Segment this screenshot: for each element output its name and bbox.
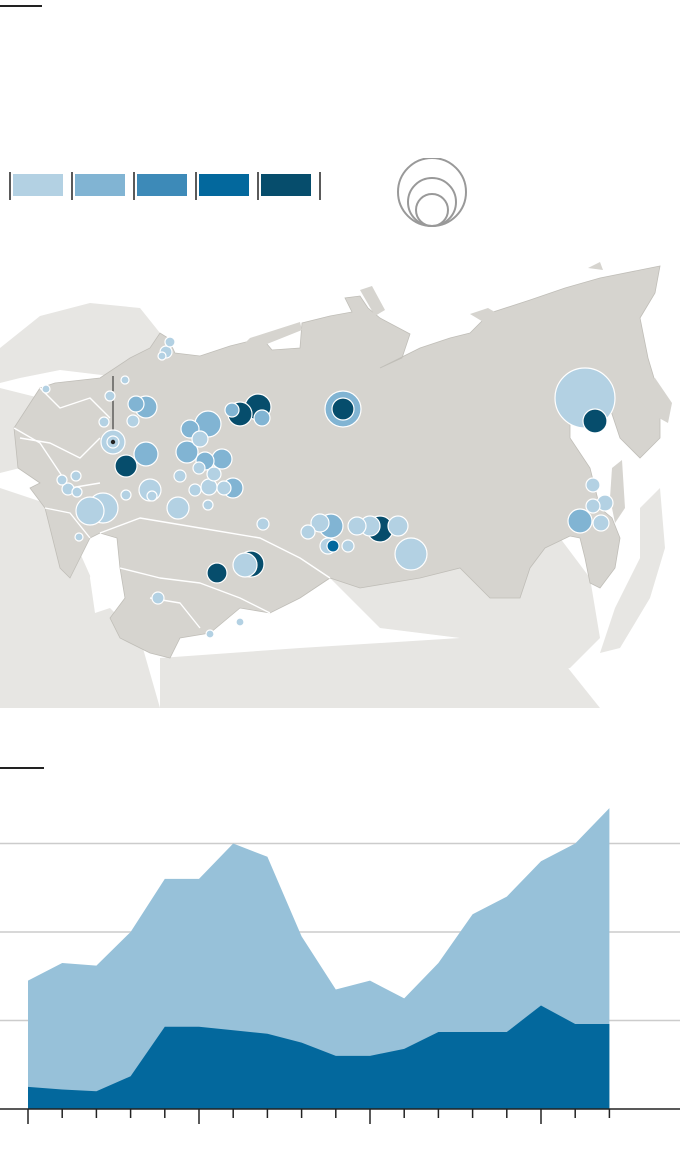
area-chart xyxy=(0,808,680,1124)
city-bubble xyxy=(232,552,258,578)
city-bubble xyxy=(585,498,601,514)
city-bubble xyxy=(387,515,409,537)
caucasus-border xyxy=(44,507,91,539)
chart-title-rule xyxy=(0,767,44,769)
size-ring-2 xyxy=(407,177,457,227)
city-bubble xyxy=(206,562,228,584)
callout-dot xyxy=(110,439,116,445)
city-bubble xyxy=(71,486,83,498)
city-bubble xyxy=(567,508,593,534)
city-bubble xyxy=(206,466,222,482)
caspian-sea xyxy=(90,530,120,613)
city-bubble xyxy=(175,440,199,464)
x-axis-ticks xyxy=(27,1109,611,1124)
scale-swatch-3 xyxy=(137,174,187,196)
japan-land xyxy=(600,488,665,653)
color-scale-legend xyxy=(9,172,321,200)
city-bubble xyxy=(166,496,190,520)
city-bubble xyxy=(191,430,209,448)
size-ring-3 xyxy=(415,193,449,227)
area-series-part xyxy=(28,1005,610,1109)
city-bubble xyxy=(300,524,316,540)
central-asia-border xyxy=(119,567,271,614)
sakhalin-land xyxy=(610,460,625,523)
city-bubble xyxy=(56,474,68,486)
arctic-islands xyxy=(238,262,603,350)
scale-swatch-1 xyxy=(13,174,63,196)
city-bubble xyxy=(126,414,140,428)
city-bubble xyxy=(347,516,367,536)
city-bubble xyxy=(205,629,215,639)
city-bubble xyxy=(235,617,245,627)
scandinavia-land xyxy=(0,303,160,383)
city-bubble xyxy=(120,489,132,501)
size-legend xyxy=(397,158,467,227)
city-bubble xyxy=(253,409,271,427)
scale-swatch-5 xyxy=(261,174,311,196)
map xyxy=(0,262,672,708)
city-bubble xyxy=(192,461,206,475)
city-bubble xyxy=(211,448,233,470)
city-bubble xyxy=(151,591,165,605)
city-bubble xyxy=(41,384,51,394)
city-bubble xyxy=(173,469,187,483)
novaya-zemlya xyxy=(238,322,302,350)
severnaya-zemlya xyxy=(360,286,385,316)
city-bubble xyxy=(216,480,232,496)
city-bubble xyxy=(256,517,270,531)
title-rule xyxy=(0,5,42,7)
size-ring-1 xyxy=(397,158,467,227)
city-bubble xyxy=(70,470,82,482)
city-bubble xyxy=(310,513,330,533)
arabia-land xyxy=(20,648,90,708)
city-bubble xyxy=(202,499,214,511)
city-bubble xyxy=(592,514,610,532)
city-bubble xyxy=(114,454,138,478)
city-bubble xyxy=(157,351,167,361)
city-bubble xyxy=(341,539,355,553)
scale-swatch-2 xyxy=(75,174,125,196)
city-bubble xyxy=(74,532,84,542)
city-bubble xyxy=(394,537,428,571)
scale-swatch-4 xyxy=(199,174,249,196)
city-bubble xyxy=(104,390,116,402)
city-bubble xyxy=(331,397,355,421)
baltic-border xyxy=(39,387,111,419)
color-scale-bins xyxy=(9,172,321,200)
city-bubble xyxy=(582,408,608,434)
size-legend-rings xyxy=(397,158,467,227)
kazakh-border xyxy=(99,517,331,579)
city-bubble xyxy=(120,375,130,385)
wrangel-island xyxy=(588,262,603,270)
kamchatka-land xyxy=(630,378,672,423)
city-bubble xyxy=(75,496,105,526)
new-siberian-islands xyxy=(470,308,505,326)
city-bubbles xyxy=(41,336,616,639)
city-bubble xyxy=(164,336,176,348)
city-bubble xyxy=(98,416,110,428)
city-bubble xyxy=(133,441,159,467)
city-bubble xyxy=(188,483,202,497)
city-bubble xyxy=(326,539,340,553)
city-bubble xyxy=(127,395,145,413)
city-bubble xyxy=(146,490,158,502)
city-bubble xyxy=(224,402,240,418)
ukraine-border xyxy=(13,427,101,489)
city-bubble xyxy=(585,477,601,493)
